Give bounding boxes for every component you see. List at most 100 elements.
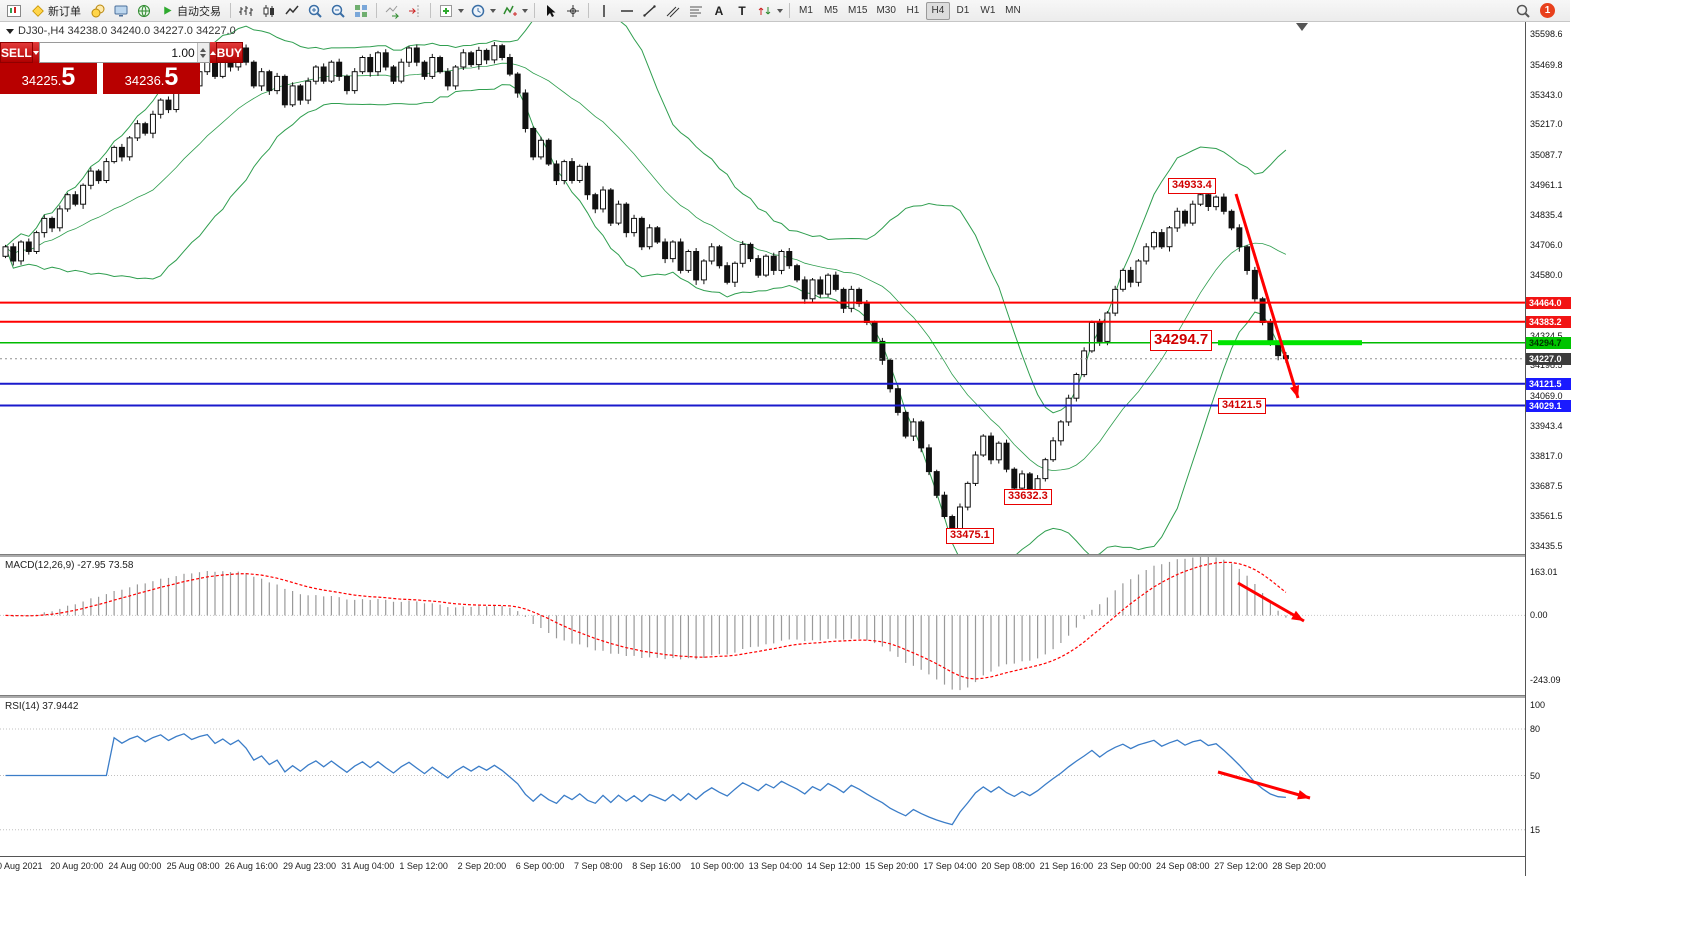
zoom-in-icon[interactable] [304,1,326,21]
price-annotation[interactable]: 34294.7 [1150,330,1213,351]
terminal-icon[interactable] [110,1,132,21]
mt4-window: 新订单 自动交易 A T M1 M5 M15 [0,0,1571,876]
channel-icon[interactable] [662,1,684,21]
axis-tick: 33435.5 [1530,540,1563,551]
horizontal-line-icon[interactable] [616,1,638,21]
buy-button[interactable]: BUY [215,42,244,63]
time-label: 8 Sep 16:00 [632,861,681,871]
line-chart-icon[interactable] [281,1,303,21]
rsi-panel[interactable]: RSI(14) 37.9442 [0,698,1525,856]
price-axis[interactable]: 35598.6 35469.8 35343.0 35217.0 35087.7 34961… [1525,22,1571,876]
panel-splitter[interactable] [0,554,1570,557]
chart-window-icon[interactable] [3,1,25,21]
price-tag: 34464.0 [1526,296,1571,309]
macd-chart[interactable] [0,557,1525,695]
trade-prices-row: 34225. 5 34236. 5 [0,63,200,94]
time-label: 26 Aug 16:00 [224,861,278,871]
web-icon[interactable] [133,1,155,21]
tf-button-H4[interactable]: H4 [925,1,950,20]
indicators-icon[interactable] [499,1,521,21]
label-tool-icon[interactable]: T [738,3,746,18]
sell-price-display[interactable]: 34225. 5 [0,63,97,94]
tf-button-H1[interactable]: H1 [906,5,920,16]
thick-green-level[interactable] [1218,340,1362,346]
buy-caret-button[interactable] [209,42,216,63]
time-label: 20 Sep 08:00 [981,861,1035,871]
candlestick-chart[interactable] [0,22,1525,554]
sell-price-main: 34225. [21,73,62,88]
candlestick-chart-icon[interactable] [258,1,280,21]
price-chart-panel[interactable]: DJ30-,H4 34238.0 34240.0 34227.0 34227.0… [0,22,1525,554]
text-tool-icon[interactable]: A [714,3,724,18]
price-annotation[interactable]: 33475.1 [946,528,994,544]
dropdown-caret[interactable] [777,8,783,13]
axis-tick: 50 [1530,770,1541,781]
price-tag: 34294.7 [1526,336,1571,349]
price-annotation[interactable]: 34121.5 [1218,398,1266,414]
time-label: 23 Sep 00:00 [1097,861,1152,871]
notification-badge[interactable]: 1 [1540,3,1555,18]
play-icon [164,6,172,15]
volume-spinner [196,43,209,62]
volume-down-button[interactable] [200,53,207,58]
axis-tick: 33943.4 [1530,420,1563,431]
tf-button-M1[interactable]: M1 [799,5,813,16]
time-label: 25 Aug 08:00 [166,861,220,871]
up-caret-icon [209,50,216,55]
sell-button[interactable]: SELL [0,42,33,63]
auto-scroll-icon[interactable] [381,1,403,21]
price-annotation[interactable]: 34933.4 [1168,178,1216,194]
one-click-trading-panel: SELL BUY 34225. 5 34236. [0,42,244,94]
rsi-chart[interactable] [0,698,1525,856]
buy-price-display[interactable]: 34236. 5 [103,63,200,94]
down-caret-icon [32,50,39,55]
time-label: 20 Aug 2021 [0,861,43,871]
time-label: 15 Sep 20:00 [865,861,919,871]
sell-caret-button[interactable] [32,42,39,63]
periods-icon[interactable] [467,1,489,21]
trend-arrow[interactable] [1234,193,1300,399]
zoom-out-icon[interactable] [327,1,349,21]
finance-icon[interactable] [87,1,109,21]
trend-arrow-head [1289,385,1300,398]
volume-input[interactable] [39,43,197,62]
chart-shift-icon[interactable] [404,1,426,21]
price-tag: 34227.0 [1526,352,1571,365]
trendline-icon[interactable] [639,1,661,21]
main-toolbar: 新订单 自动交易 A T M1 M5 M15 [0,0,1570,22]
tf-button-M30[interactable]: M30 [876,5,896,16]
volume-up-button[interactable] [200,47,207,52]
cursor-icon[interactable] [539,1,561,21]
crosshair-icon[interactable] [562,1,584,21]
tf-button-M15[interactable]: M15 [848,5,868,16]
time-label: 7 Sep 08:00 [574,861,623,871]
fibonacci-icon[interactable] [685,1,707,21]
panel-splitter[interactable] [0,695,1570,698]
price-annotation[interactable]: 33632.3 [1004,489,1052,505]
trend-arrow[interactable] [1237,581,1305,623]
dropdown-caret[interactable] [490,8,496,13]
chart-menu-caret[interactable] [6,28,14,34]
trend-arrow[interactable] [1217,770,1311,800]
time-label: 20 Aug 20:00 [50,861,104,871]
time-label: 6 Sep 00:00 [515,861,565,871]
new-chart-icon[interactable] [435,1,457,21]
axis-tick: 34706.0 [1530,240,1563,251]
bar-chart-icon[interactable] [235,1,257,21]
tf-button-W1[interactable]: W1 [980,5,996,16]
search-icon[interactable] [1512,1,1534,21]
auto-trading-button[interactable]: 自动交易 [156,1,226,21]
dropdown-caret[interactable] [458,8,464,13]
tf-button-MN[interactable]: MN [1005,5,1021,16]
tf-button-D1[interactable]: D1 [956,5,970,16]
vertical-line-icon[interactable] [593,1,615,21]
tile-windows-icon[interactable] [350,1,372,21]
arrows-icon[interactable] [754,1,776,21]
dropdown-caret[interactable] [522,8,528,13]
axis-tick: 34580.0 [1530,270,1563,281]
new-order-button[interactable]: 新订单 [26,1,86,21]
price-tag: 34383.2 [1526,315,1571,328]
macd-panel[interactable]: MACD(12,26,9) -27.95 73.58 [0,557,1525,695]
time-axis[interactable]: 20 Aug 2021 20 Aug 20:00 24 Aug 00:00 25 Au… [0,856,1525,876]
tf-button-M5[interactable]: M5 [824,5,838,16]
